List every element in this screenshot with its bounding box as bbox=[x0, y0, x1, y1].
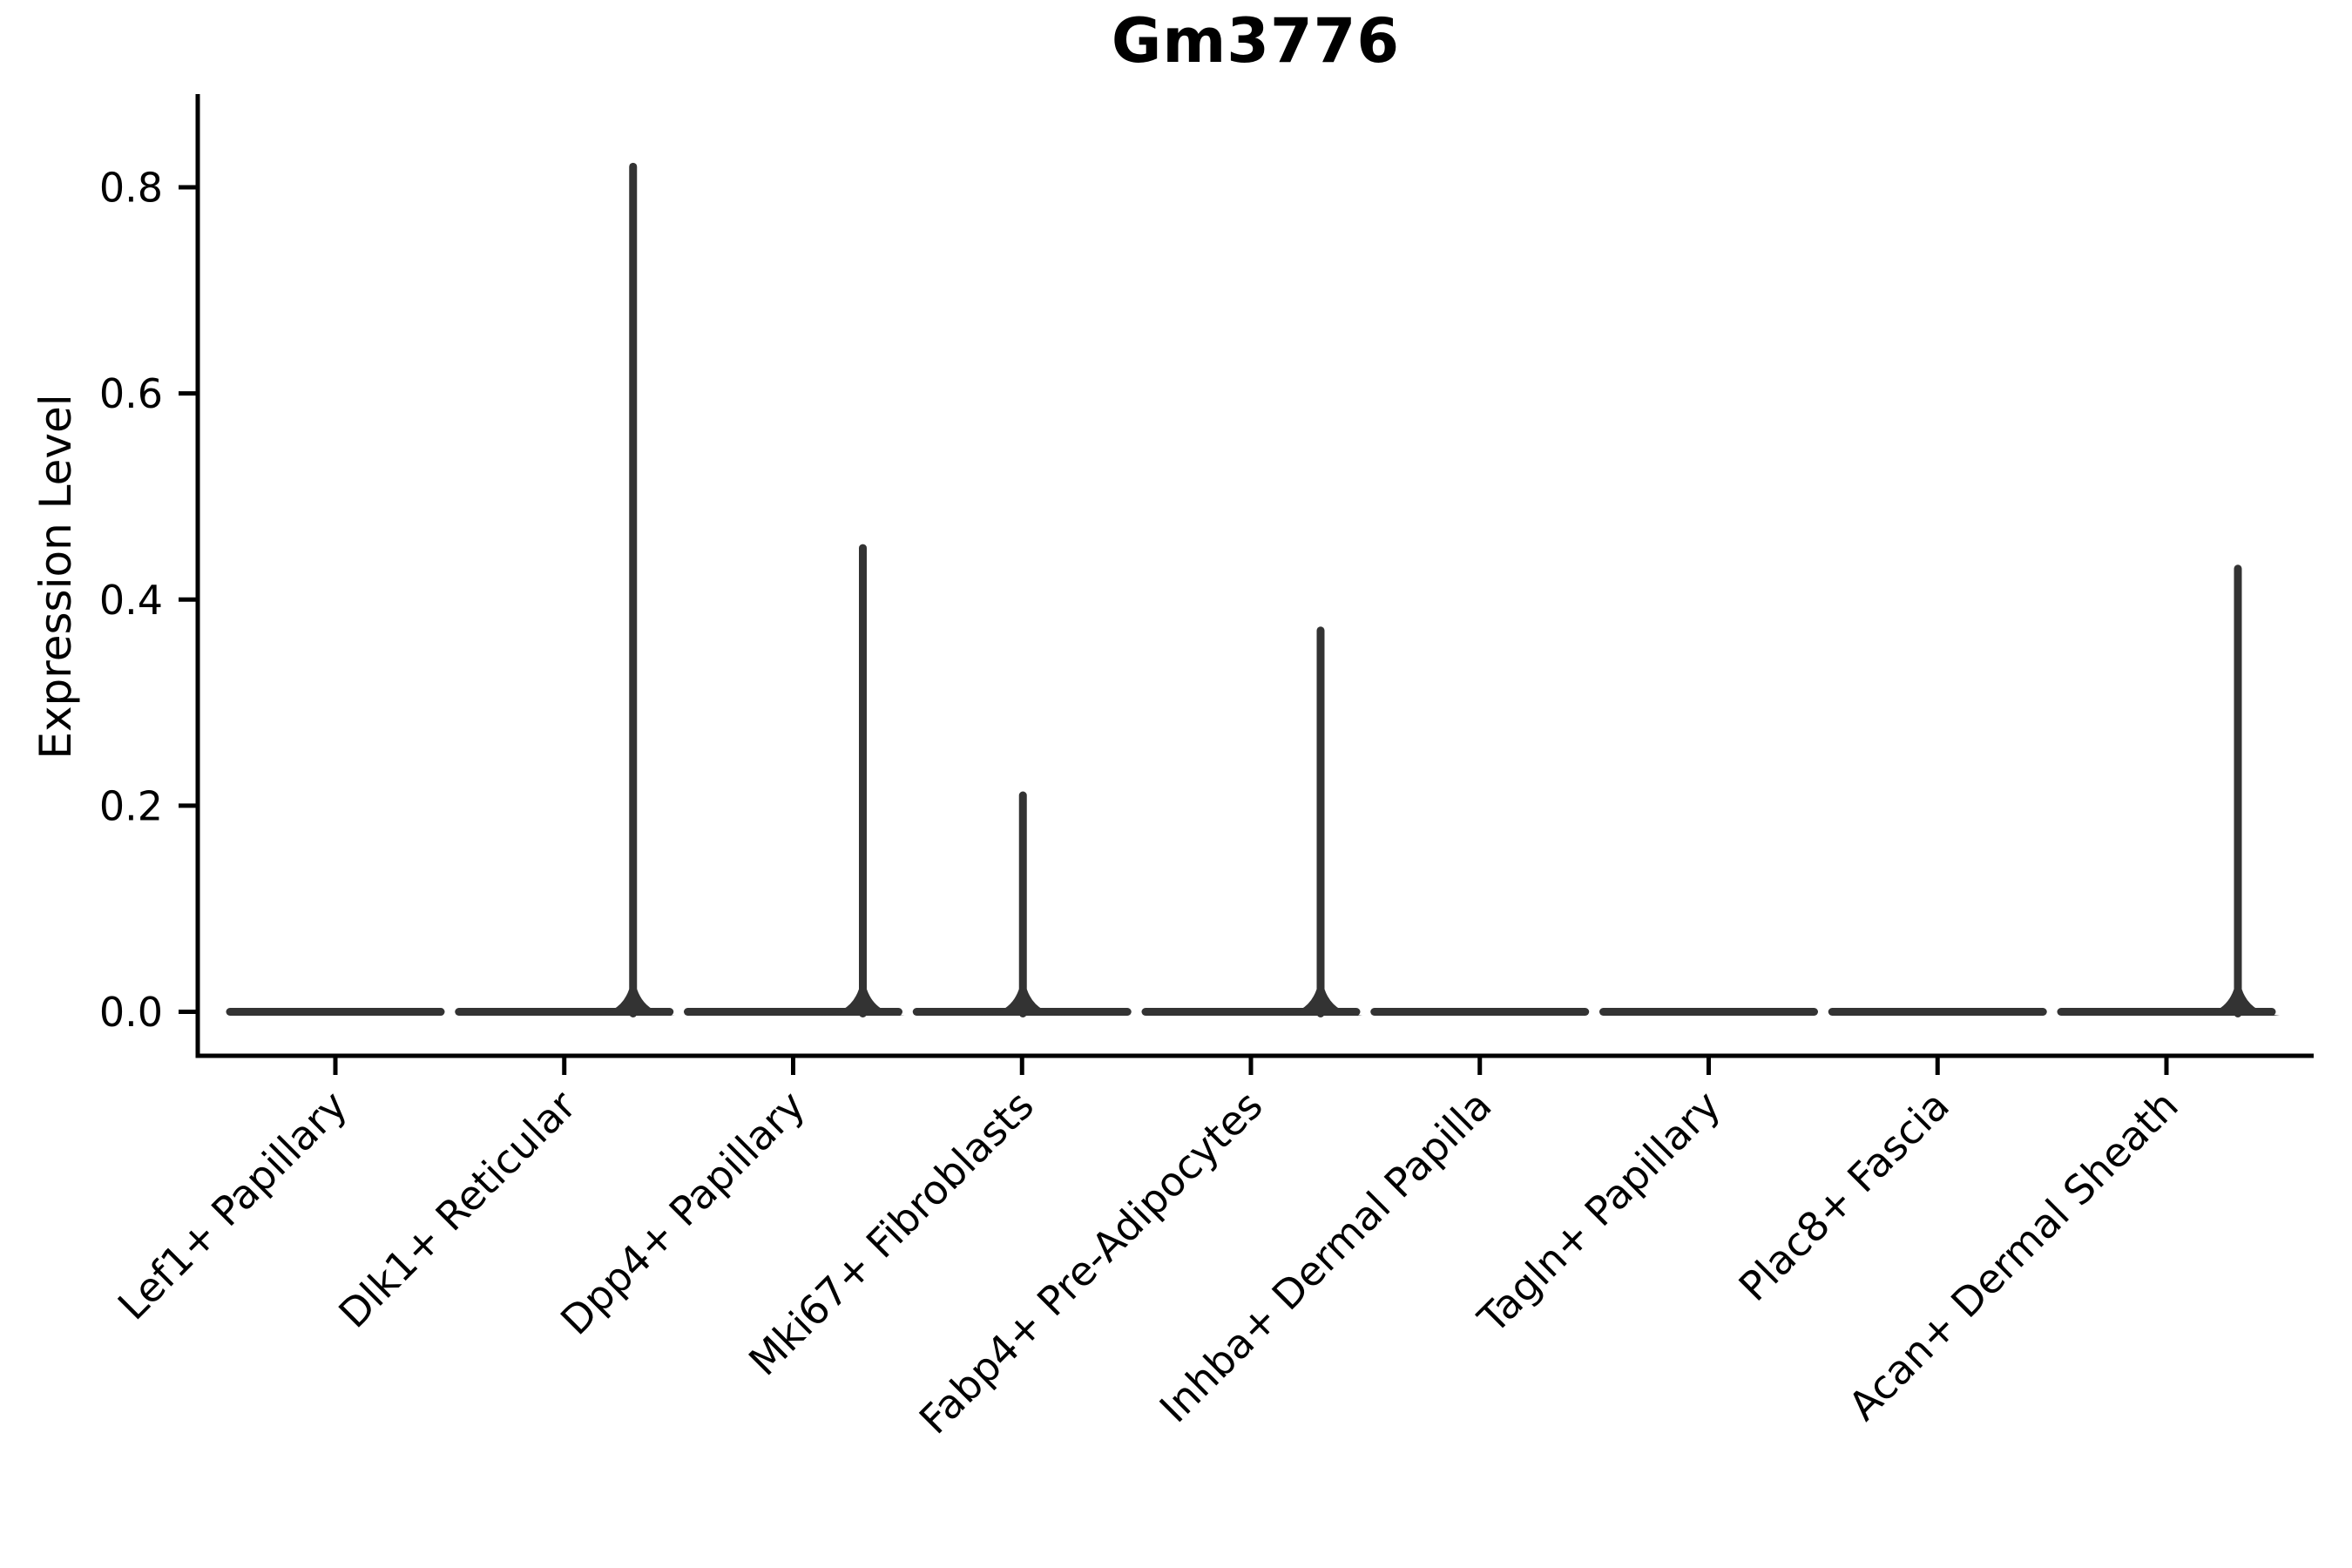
y-axis-tick-label: 0.6 bbox=[99, 370, 163, 417]
y-axis-tick-label: 0.0 bbox=[99, 989, 163, 1036]
x-axis-category-label: Dlk1+ Reticular bbox=[329, 1082, 585, 1337]
y-axis-tick-label: 0.4 bbox=[99, 577, 163, 624]
violin-spike-flare bbox=[981, 989, 1065, 1016]
x-axis-category-label: Lef1+ Papillary bbox=[109, 1082, 356, 1329]
y-axis-tick-label: 0.8 bbox=[99, 165, 163, 212]
x-axis-category-label: Dpp4+ Papillary bbox=[551, 1082, 814, 1344]
violin-spike-flare bbox=[1279, 989, 1362, 1016]
chart-title: Gm3776 bbox=[1111, 5, 1401, 77]
x-axis-category-label: Tagln+ Papillary bbox=[1469, 1082, 1730, 1343]
y-axis-tick-label: 0.2 bbox=[99, 782, 163, 829]
violin-spike-flare bbox=[2196, 989, 2280, 1016]
violin-spike-flare bbox=[821, 989, 905, 1016]
violin-spike-flare bbox=[591, 989, 675, 1016]
x-axis-category-label: Plac8+ Fascia bbox=[1730, 1082, 1958, 1310]
